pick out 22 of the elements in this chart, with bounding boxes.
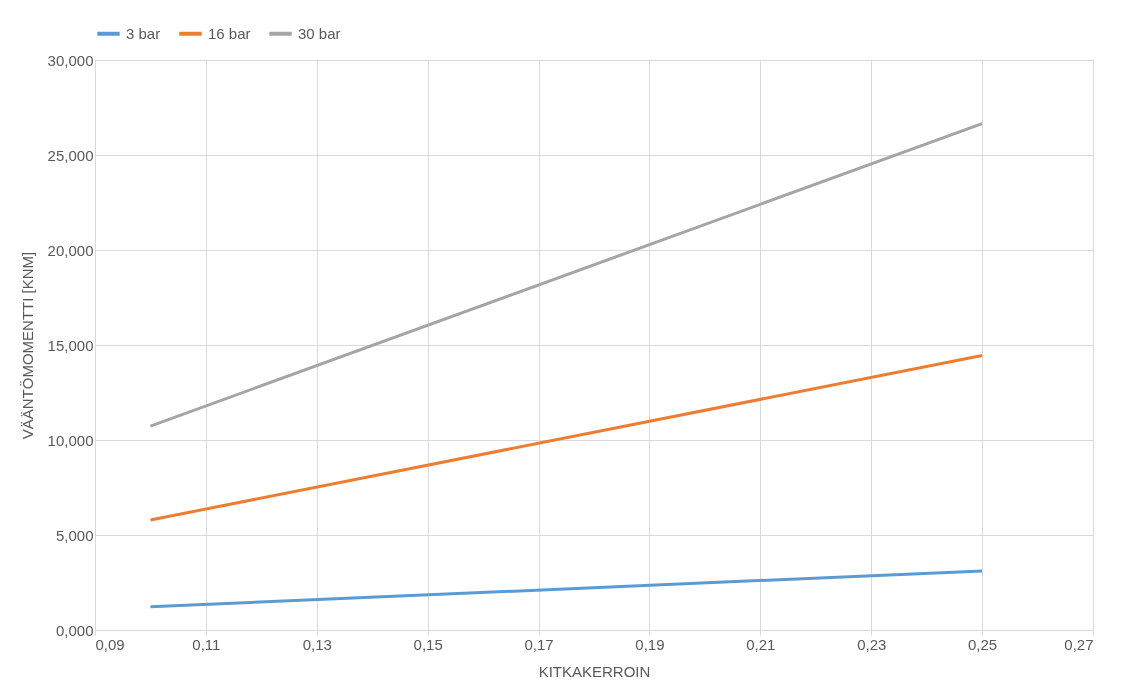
x-tick-label: 0,09 xyxy=(95,635,125,653)
y-tick-label: 0,000 xyxy=(55,621,94,639)
x-axis-title: KITKAKERROIN xyxy=(538,662,651,680)
x-tick-label: 0,19 xyxy=(635,635,665,653)
legend-label: 30 bar xyxy=(298,24,341,42)
legend-label: 3 bar xyxy=(126,24,161,42)
x-tick-label: 0,27 xyxy=(1064,635,1094,653)
x-tick-label: 0,11 xyxy=(192,635,221,653)
y-axis-title: VÄÄNTÖMOMENTTI [KNM] xyxy=(18,251,36,440)
y-tick-label: 15,000 xyxy=(47,336,94,354)
x-tick-label: 0,17 xyxy=(524,635,554,653)
legend-label: 16 bar xyxy=(208,24,251,42)
x-tick-label: 0,25 xyxy=(968,635,998,653)
y-tick-label: 30,000 xyxy=(47,51,94,69)
x-tick-label: 0,21 xyxy=(746,635,776,653)
y-tick-label: 5,000 xyxy=(55,526,94,544)
y-tick-label: 25,000 xyxy=(47,146,94,164)
y-tick-label: 20,000 xyxy=(47,241,94,259)
x-tick-label: 0,23 xyxy=(857,635,887,653)
x-tick-label: 0,15 xyxy=(413,635,443,653)
y-tick-label: 10,000 xyxy=(47,431,94,449)
x-tick-label: 0,13 xyxy=(302,635,332,653)
